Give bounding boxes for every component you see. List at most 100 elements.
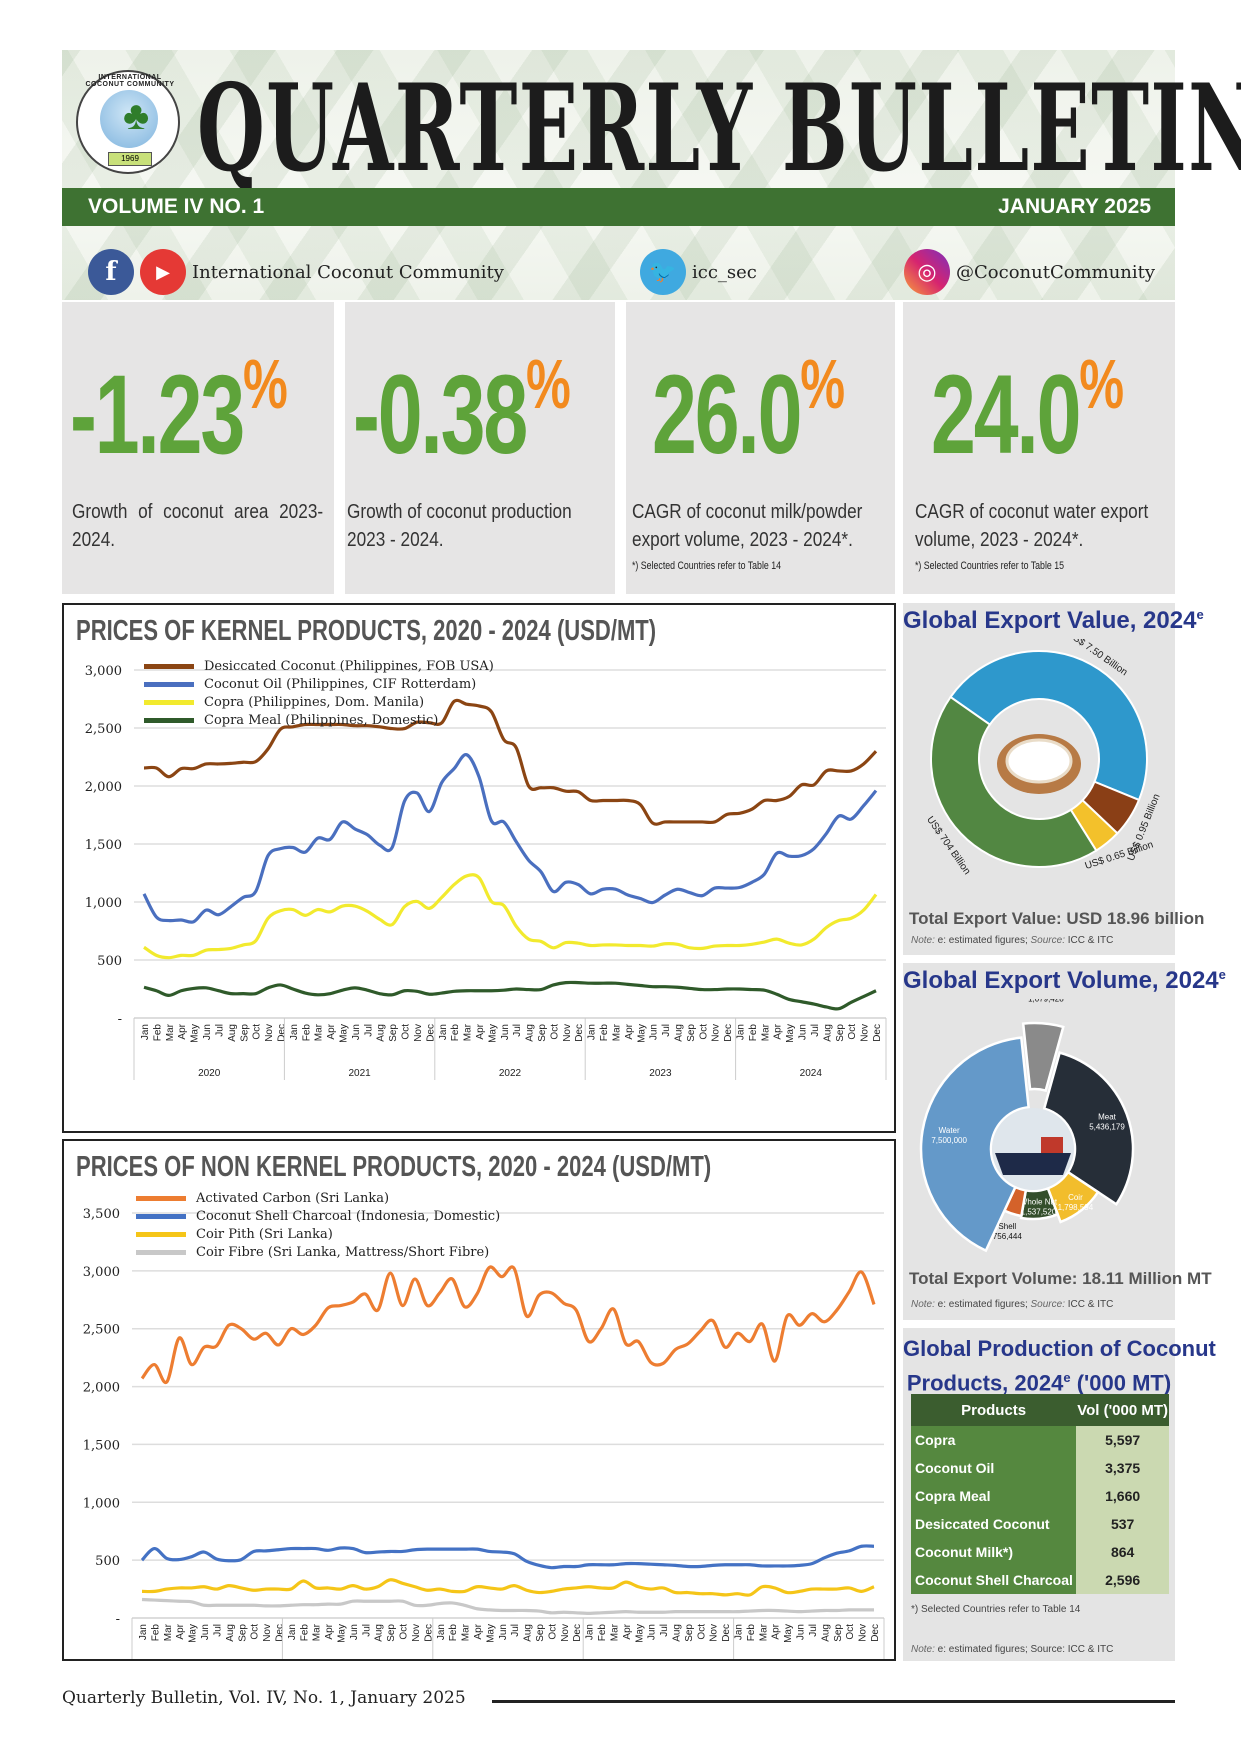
y-tick-label: 3,500 [83, 1207, 120, 1222]
x-tick-label: Mar [461, 1623, 472, 1641]
x-tick-label: Jul [808, 1624, 819, 1637]
x-tick-label: Jan [138, 1624, 149, 1640]
x-tick-label: Jun [649, 1024, 660, 1040]
x-tick-label: Jul [212, 1624, 223, 1637]
export-volume-pie: Others1,079,428Meat5,436,179Coir1,798,59… [919, 999, 1135, 1253]
kernel-prices-chart: PRICES OF KERNEL PRODUCTS, 2020 - 2024 (… [62, 603, 896, 1133]
y-tick-label: 1,000 [83, 1496, 120, 1511]
series-line-0 [143, 698, 878, 826]
legend-label: Coconut Shell Charcoal (Indonesia, Domes… [196, 1208, 501, 1224]
table-row: Coconut Milk*) 864 [911, 1538, 1169, 1566]
x-tick-label: Dec [572, 1624, 583, 1642]
percent-sign: % [526, 345, 571, 423]
x-tick-label: Sep [835, 1024, 846, 1042]
pie-segment [1021, 1021, 1065, 1093]
ship-hull-icon [995, 1153, 1071, 1175]
stat-card-area-growth: -1.23% Growth of coconut area 2023-2024. [62, 302, 334, 594]
x-tick-label: Sep [684, 1624, 695, 1642]
x-tick-label: Sep [537, 1024, 548, 1042]
x-tick-label: Dec [274, 1624, 285, 1642]
x-tick-label: May [636, 1024, 647, 1043]
x-tick-label: Aug [820, 1624, 831, 1642]
x-tick-label: Feb [299, 1624, 310, 1642]
x-tick-label: Nov [262, 1624, 273, 1642]
donut-segment [949, 650, 1148, 802]
year-label: 2024 [800, 1068, 823, 1079]
chart-legend: Desiccated Coconut (Philippines, FOB USA… [144, 657, 494, 729]
series-line-2 [141, 1578, 875, 1597]
social-twitter[interactable]: 🐦 icc_sec [640, 248, 757, 296]
twitter-handle[interactable]: icc_sec [692, 261, 757, 283]
x-tick-label: Feb [748, 1024, 759, 1042]
twitter-icon[interactable]: 🐦 [640, 249, 686, 295]
x-tick-label: Dec [872, 1024, 883, 1042]
legend-item: Copra (Philippines, Dom. Manila) [144, 693, 494, 711]
donut-segment [930, 695, 1098, 868]
y-tick-label: 500 [95, 1554, 120, 1569]
segment-name: Whole Nut [1020, 1198, 1058, 1207]
y-tick-label: - [118, 1012, 122, 1027]
x-tick-label: Mar [165, 1023, 176, 1041]
x-tick-label: Jun [351, 1024, 362, 1040]
x-tick-label: Mar [760, 1023, 771, 1041]
instagram-icon[interactable]: ◎ [904, 249, 950, 295]
y-tick-label: 2,000 [85, 780, 122, 795]
year-label: 2022 [499, 1068, 522, 1079]
instagram-handle[interactable]: @CoconutCommunity [956, 261, 1156, 283]
x-tick-label: Jun [349, 1624, 360, 1640]
facebook-icon[interactable]: f [88, 249, 134, 295]
x-tick-label: Apr [326, 1023, 337, 1039]
percent-sign: % [1079, 345, 1125, 423]
x-tick-label: Jan [587, 1024, 598, 1040]
stat-description: CAGR of coconut water export volume, 202… [915, 501, 1149, 551]
legend-label: Desiccated Coconut (Philippines, FOB USA… [204, 658, 494, 674]
x-tick-label: Dec [870, 1624, 881, 1642]
legend-label: Coir Pith (Sri Lanka) [196, 1226, 333, 1242]
export-value-total: Total Export Value: USD 18.96 billion [909, 909, 1205, 928]
x-tick-label: Jul [512, 1024, 523, 1037]
palm-tree-icon: ♣ [123, 94, 150, 138]
social-name[interactable]: International Coconut Community [192, 261, 504, 283]
logo-year: 1969 [108, 152, 152, 166]
volume-number: VOLUME IV NO. 1 [88, 195, 265, 218]
volume-bar: VOLUME IV NO. 1 JANUARY 2025 [62, 188, 1175, 226]
x-tick-label: Oct [549, 1024, 560, 1040]
x-tick-label: Jul [659, 1624, 670, 1637]
production-panel: Global Production of Coconut Products, 20… [903, 1328, 1216, 1661]
social-instagram[interactable]: ◎ @CoconutCommunity [904, 248, 1155, 296]
x-tick-label: May [190, 1024, 201, 1043]
x-tick-label: Nov [411, 1624, 422, 1642]
chart-title: PRICES OF KERNEL PRODUCTS, 2020 - 2024 (… [76, 615, 657, 647]
x-tick-label: Oct [252, 1024, 263, 1040]
stat-footnote: *) Selected Countries refer to Table 15 [915, 560, 1065, 572]
y-tick-label: 2,500 [85, 722, 122, 737]
y-tick-label: 3,000 [83, 1265, 120, 1280]
x-tick-label: Oct [698, 1024, 709, 1040]
footer-rule [492, 1700, 1175, 1703]
table-row: Copra Meal 1,660 [911, 1482, 1169, 1510]
chart-title: PRICES OF NON KERNEL PRODUCTS, 2020 - 20… [76, 1151, 712, 1183]
x-tick-label: Oct [845, 1624, 856, 1640]
x-tick-label: Nov [413, 1024, 424, 1042]
youtube-icon[interactable]: ▶ [140, 249, 186, 295]
x-tick-label: Apr [475, 1023, 486, 1039]
social-facebook-youtube[interactable]: f ▶ International Coconut Community [88, 248, 504, 296]
x-tick-label: Nov [562, 1024, 573, 1042]
ship-container-icon [1041, 1137, 1063, 1153]
x-tick-label: Dec [276, 1024, 287, 1042]
x-tick-label: Jan [287, 1624, 298, 1640]
x-tick-label: Oct [696, 1624, 707, 1640]
legend-item: Coir Pith (Sri Lanka) [136, 1225, 500, 1243]
export-volume-panel: Global Export Volume, 2024e Others1,079,… [903, 963, 1226, 1320]
footer-text: Quarterly Bulletin, Vol. IV, No. 1, Janu… [62, 1688, 466, 1708]
panel-note: Note: e: estimated figures; Source: ICC … [911, 1644, 1114, 1655]
x-tick-label: Jan [734, 1624, 745, 1640]
x-tick-label: Feb [301, 1024, 312, 1042]
legend-label: Coir Fibre (Sri Lanka, Mattress/Short Fi… [196, 1244, 490, 1260]
legend-item: Copra Meal (Philippines, Domestic) [144, 711, 494, 729]
x-tick-label: Sep [833, 1624, 844, 1642]
x-tick-label: Nov [860, 1024, 871, 1042]
x-tick-label: Sep [386, 1624, 397, 1642]
legend-item: Desiccated Coconut (Philippines, FOB USA… [144, 657, 494, 675]
